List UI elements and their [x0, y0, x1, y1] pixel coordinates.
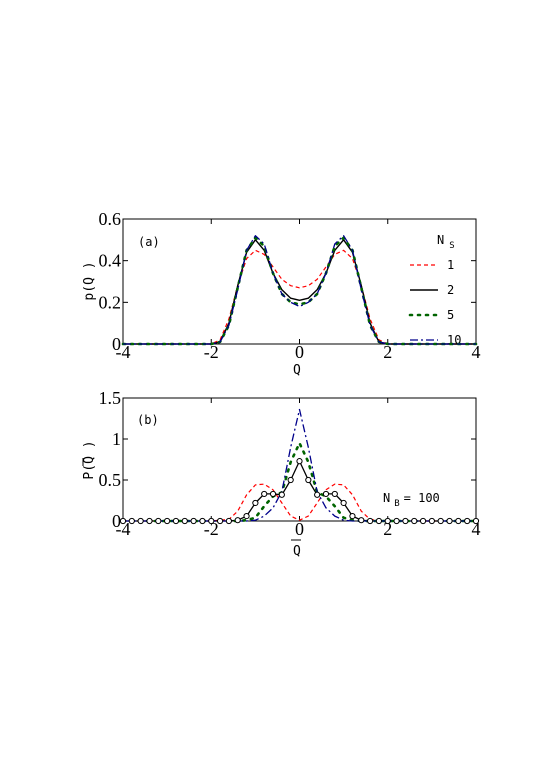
marker-point [314, 491, 321, 498]
marker-point [190, 517, 197, 525]
marker-point [155, 517, 162, 525]
y-tick-label: 1 [112, 429, 121, 449]
x-tick-label: 2 [383, 342, 392, 362]
marker-point [164, 517, 171, 525]
y-tick-label: 0 [112, 511, 121, 531]
marker-point [472, 517, 480, 525]
x-tick-label: 0 [295, 342, 304, 362]
y-tick-label: 0.4 [99, 251, 122, 271]
y-tick-label: 0.5 [99, 470, 122, 490]
marker-point [464, 517, 471, 525]
panel-a-frame [122, 218, 477, 345]
series-line-a-2 [123, 239, 476, 345]
marker-point [305, 476, 312, 484]
x-tick-label: -2 [204, 519, 219, 539]
panel-b-xlabel: Q [293, 544, 301, 559]
marker-point [287, 476, 294, 484]
y-tick-label: 0 [112, 334, 121, 354]
marker-point [322, 490, 330, 498]
panel-a-label: (a) [138, 235, 160, 249]
legend-label-1: 1 [447, 258, 454, 272]
marker-point [119, 517, 127, 525]
marker-point [269, 490, 277, 498]
marker-point [349, 512, 356, 520]
marker-point [419, 517, 427, 525]
y-tick-label: 0.6 [99, 209, 122, 229]
series-line-b-1 [123, 483, 476, 522]
marker-point [216, 517, 224, 525]
nb-annotation-rest: = 100 [404, 491, 440, 505]
marker-point [137, 517, 144, 525]
x-tick-label: 4 [472, 519, 481, 539]
series-line-a-10 [123, 235, 476, 345]
marker-point [402, 517, 409, 525]
x-tick-label: 2 [383, 519, 392, 539]
nb-annotation-main: N [383, 491, 390, 505]
legend-title-sub: S [449, 241, 454, 251]
marker-point [172, 517, 180, 525]
marker-point [208, 517, 215, 525]
panel-b-label: (b) [137, 413, 159, 427]
panel-b-ylabel: P(Q ) [82, 440, 97, 479]
x-tick-label: -2 [204, 342, 219, 362]
marker-point [411, 517, 418, 525]
marker-point [234, 517, 241, 524]
panel-a-xlabel: Q [293, 363, 301, 378]
marker-point [437, 517, 444, 525]
marker-point [393, 517, 400, 525]
panel-a-ylabel: p(Q ) [82, 261, 97, 300]
x-tick-label: 0 [295, 519, 304, 539]
marker-point [446, 517, 453, 525]
nb-annotation: N B = 100 [383, 491, 440, 509]
series-line-b-5 [121, 441, 478, 523]
marker-point [278, 491, 285, 498]
marker-point [340, 499, 347, 507]
marker-point [243, 512, 250, 520]
marker-point [146, 517, 153, 525]
marker-point [428, 517, 435, 525]
legend-label-2: 2 [447, 283, 454, 297]
marker-point [252, 499, 259, 507]
marker-point [331, 490, 338, 498]
panel-b: (b) Q P(Q ) N B = 100 -4 -2 0 2 4 0 0.5 1 1.5 [82, 388, 481, 559]
x-tick-label: -4 [116, 342, 131, 362]
x-tick-label: 4 [472, 342, 481, 362]
marker-point [358, 517, 365, 524]
series-line-a-1 [123, 249, 476, 345]
marker-point [455, 517, 462, 525]
marker-point [296, 458, 303, 465]
marker-point [375, 517, 383, 525]
marker-point [384, 517, 391, 525]
legend-title-main: N [437, 233, 444, 247]
nb-annotation-sub: B [394, 499, 399, 509]
marker-point [261, 490, 268, 498]
y-tick-label: 1.5 [99, 388, 122, 408]
y-tick-label: 0.2 [99, 292, 122, 312]
legend-label-5: 5 [447, 308, 454, 322]
marker-point [367, 517, 374, 525]
x-tick-label: -4 [116, 519, 131, 539]
marker-point [225, 517, 232, 525]
marker-point [128, 517, 135, 525]
series-line-a-5 [121, 236, 478, 346]
marker-point [181, 517, 188, 525]
marker-point [199, 517, 206, 525]
